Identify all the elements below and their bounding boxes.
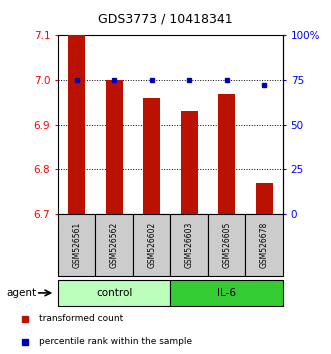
Text: control: control — [96, 288, 132, 298]
Bar — [181, 112, 198, 214]
Text: GDS3773 / 10418341: GDS3773 / 10418341 — [98, 12, 233, 25]
Bar — [68, 35, 85, 214]
Text: GSM526562: GSM526562 — [110, 222, 119, 268]
Text: GSM526602: GSM526602 — [147, 222, 156, 268]
Text: GSM526678: GSM526678 — [260, 222, 269, 268]
Bar — [133, 214, 170, 276]
Text: GSM526605: GSM526605 — [222, 222, 231, 268]
Bar — [95, 214, 133, 276]
Text: percentile rank within the sample: percentile rank within the sample — [39, 337, 192, 346]
Bar — [170, 214, 208, 276]
Bar — [143, 98, 160, 214]
Bar — [58, 214, 95, 276]
Text: IL-6: IL-6 — [217, 288, 236, 298]
Text: GSM526561: GSM526561 — [72, 222, 81, 268]
Text: transformed count: transformed count — [39, 314, 123, 323]
Bar — [58, 280, 170, 306]
Bar — [208, 214, 246, 276]
Text: GSM526603: GSM526603 — [185, 222, 194, 268]
Bar — [170, 280, 283, 306]
Bar — [106, 80, 122, 214]
Bar — [246, 214, 283, 276]
Bar — [218, 93, 235, 214]
Bar — [256, 183, 273, 214]
Text: agent: agent — [7, 288, 37, 298]
